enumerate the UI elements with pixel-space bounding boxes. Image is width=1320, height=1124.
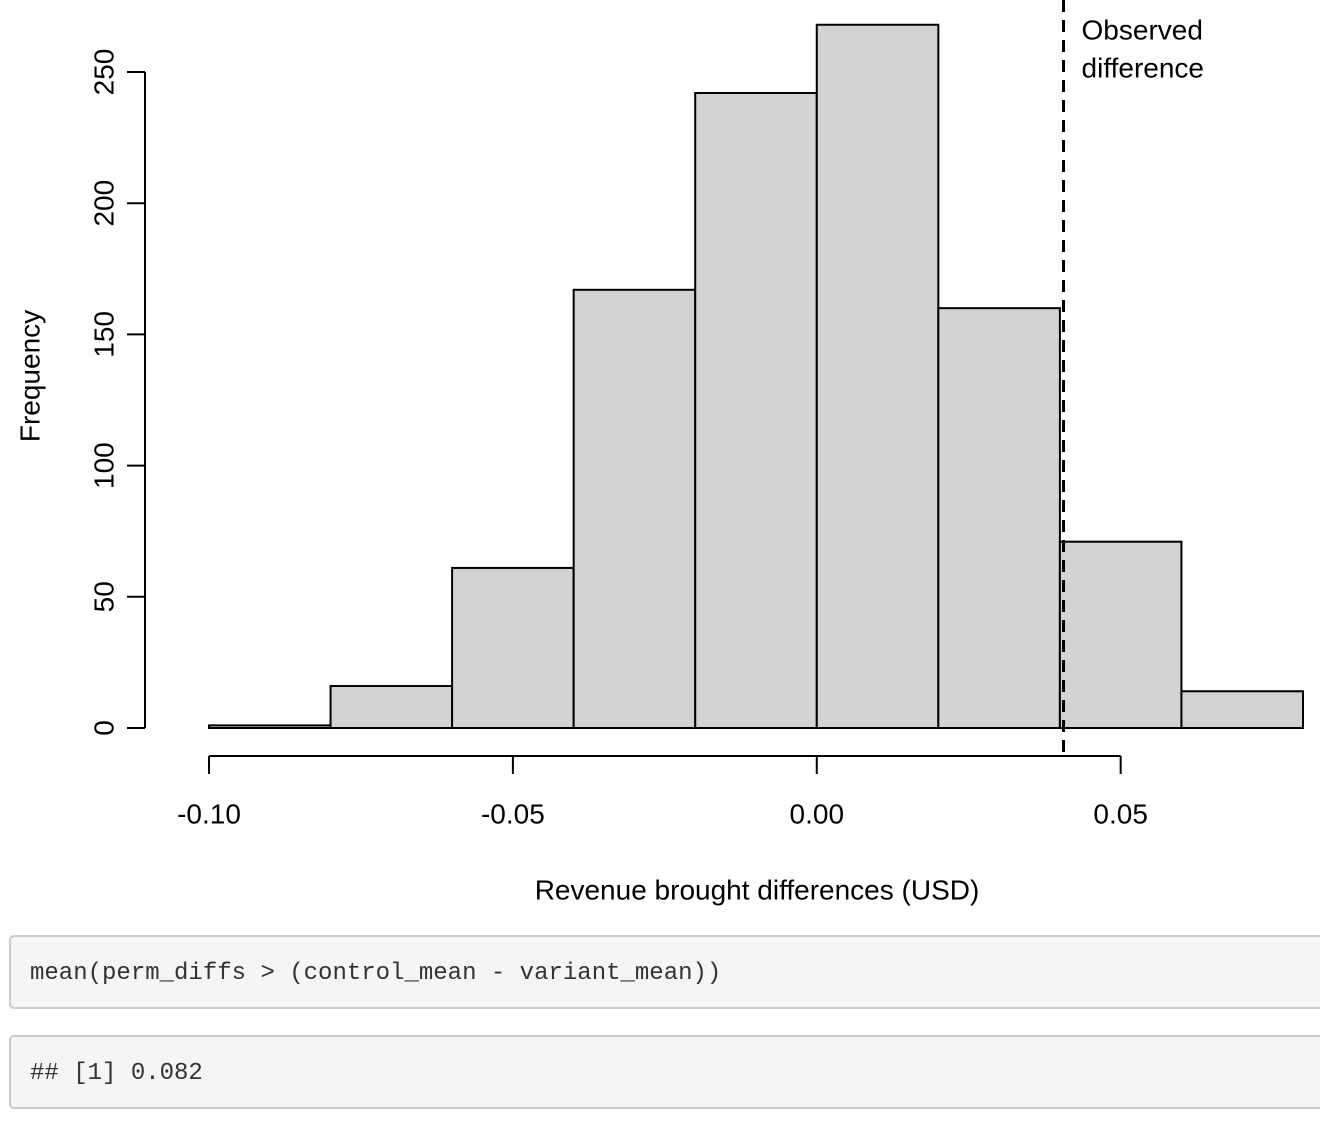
bar xyxy=(694,91,818,729)
x-tick-label: -0.05 xyxy=(481,798,545,829)
code-input: mean(perm_diffs > (control_mean - varian… xyxy=(9,935,1320,1009)
chart: Revenue brought differences (USD) Freque… xyxy=(14,0,1305,905)
x-axis-label: Revenue brought differences (USD) xyxy=(535,874,980,905)
y-tick-label: 200 xyxy=(88,180,119,227)
annotation-text: Observed xyxy=(1082,14,1203,45)
y-tick-label: 50 xyxy=(88,581,119,612)
bar xyxy=(572,288,697,729)
x-tick-label: 0.05 xyxy=(1093,798,1148,829)
bar xyxy=(1180,690,1305,729)
y-axis-label: Frequency xyxy=(14,310,45,442)
x-tick-label: -0.10 xyxy=(177,798,241,829)
y-tick-label: 250 xyxy=(88,49,119,96)
y-tick-label: 100 xyxy=(88,442,119,489)
bar xyxy=(937,307,1061,729)
bar xyxy=(451,566,575,729)
y-tick-label: 150 xyxy=(88,311,119,358)
bar xyxy=(329,685,454,729)
annotation-text: difference xyxy=(1082,52,1204,83)
x-tick-label: 0.00 xyxy=(790,798,845,829)
bar xyxy=(208,724,332,729)
bar xyxy=(1058,540,1183,729)
code-output: ## [1] 0.082 xyxy=(9,1035,1320,1109)
bar xyxy=(815,23,940,729)
y-tick-label: 0 xyxy=(88,720,119,736)
